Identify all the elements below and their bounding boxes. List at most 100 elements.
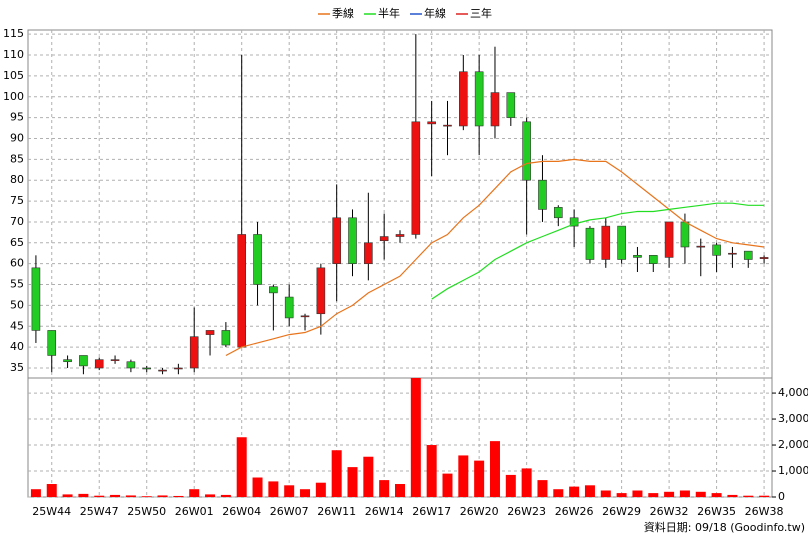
x-tick-label: 26W38 xyxy=(745,505,784,518)
candle-body xyxy=(490,92,500,127)
x-tick-label: 26W11 xyxy=(317,505,356,518)
candle-body xyxy=(664,221,674,258)
volume-bar xyxy=(94,495,105,497)
volume-bar xyxy=(379,480,390,497)
volume-bar xyxy=(189,489,200,497)
candle-body xyxy=(633,255,642,258)
volume-bar xyxy=(632,490,643,497)
candle-body xyxy=(31,267,41,331)
volume-bar xyxy=(78,493,89,497)
y-tick-label: 35 xyxy=(10,361,24,374)
candle-body xyxy=(569,217,579,227)
x-tick-label: 26W29 xyxy=(602,505,641,518)
x-tick-label: 25W44 xyxy=(32,505,71,518)
volume-bar xyxy=(695,491,706,497)
volume-bar xyxy=(363,456,374,497)
candle-body xyxy=(174,367,183,370)
volume-bar xyxy=(553,489,564,497)
x-tick-label: 26W17 xyxy=(412,505,451,518)
volume-bar xyxy=(347,467,358,497)
ma-line xyxy=(225,158,765,357)
volume-bar xyxy=(569,486,580,497)
legend-label: 季線 xyxy=(332,6,354,20)
volume-bar xyxy=(727,494,738,497)
volume-bar xyxy=(284,485,295,497)
volume-bar xyxy=(30,489,41,497)
volume-tick-label: 3,000 xyxy=(778,412,808,425)
y-tick-label: 110 xyxy=(3,48,24,61)
volume-bar xyxy=(600,490,611,497)
volume-bar xyxy=(315,482,326,497)
volume-tick-label: 1,000 xyxy=(778,464,808,477)
candle-body xyxy=(47,330,57,356)
candle-body xyxy=(364,242,373,264)
candle-body xyxy=(506,92,516,118)
y-tick-label: 105 xyxy=(3,69,24,82)
candle-body xyxy=(158,369,167,372)
x-tick-label: 25W47 xyxy=(80,505,119,518)
candle-body xyxy=(379,236,389,242)
y-tick-label: 100 xyxy=(3,90,24,103)
candle-body xyxy=(728,252,737,255)
y-tick-label: 80 xyxy=(10,173,24,186)
candle-body xyxy=(759,257,769,259)
candle-body xyxy=(601,225,611,260)
x-tick-label: 26W32 xyxy=(650,505,689,518)
volume-bar xyxy=(458,455,469,497)
volume-bar xyxy=(537,480,548,497)
volume-bar xyxy=(584,485,595,497)
volume-bar xyxy=(220,494,231,497)
x-tick-label: 26W04 xyxy=(222,505,261,518)
x-tick-label: 26W20 xyxy=(460,505,499,518)
volume-bar xyxy=(236,437,247,497)
legend-label: 半年 xyxy=(378,6,400,20)
y-tick-label: 75 xyxy=(10,194,24,207)
candle-body xyxy=(332,217,341,264)
x-tick-label: 26W26 xyxy=(555,505,594,518)
y-tick-label: 95 xyxy=(10,111,24,124)
y-tick-label: 85 xyxy=(10,152,24,165)
candle-body xyxy=(300,315,310,318)
x-tick-label: 26W23 xyxy=(507,505,546,518)
candle-body xyxy=(237,234,247,348)
volume-bar xyxy=(205,494,216,497)
volume-bar xyxy=(759,495,770,497)
candle-body xyxy=(221,330,231,346)
volume-bar xyxy=(141,496,152,497)
y-tick-label: 45 xyxy=(10,319,24,332)
y-tick-label: 65 xyxy=(10,236,24,249)
candle-body xyxy=(142,367,152,370)
candle-body xyxy=(316,267,326,315)
volume-bar xyxy=(521,468,532,497)
candle-body xyxy=(269,286,278,294)
candle-body xyxy=(348,217,357,264)
volume-tick-label: 0 xyxy=(778,490,785,503)
volume-bar xyxy=(125,495,136,497)
candle-body xyxy=(459,71,468,127)
candle-body xyxy=(680,221,690,248)
volume-bar xyxy=(426,445,437,497)
y-tick-label: 40 xyxy=(10,340,24,353)
volume-bar xyxy=(300,489,311,497)
x-tick-label: 26W07 xyxy=(270,505,309,518)
candle-body xyxy=(696,245,706,248)
legend-label: 三年 xyxy=(470,6,492,20)
volume-bar xyxy=(110,494,121,497)
y-tick-label: 70 xyxy=(10,215,24,228)
candle-body xyxy=(538,179,547,210)
y-tick-label: 55 xyxy=(10,278,24,291)
volume-bar xyxy=(616,493,627,497)
volume-bar xyxy=(62,494,73,497)
volume-bar xyxy=(679,490,690,497)
candle-body xyxy=(553,207,563,219)
volume-bar xyxy=(252,477,263,497)
candle-body xyxy=(712,244,721,256)
x-tick-label: 26W01 xyxy=(175,505,214,518)
volume-bar xyxy=(505,474,516,497)
x-tick-label: 25W50 xyxy=(127,505,166,518)
ma-line xyxy=(431,202,765,300)
candle-body xyxy=(110,359,120,361)
volume-bar xyxy=(395,484,405,497)
